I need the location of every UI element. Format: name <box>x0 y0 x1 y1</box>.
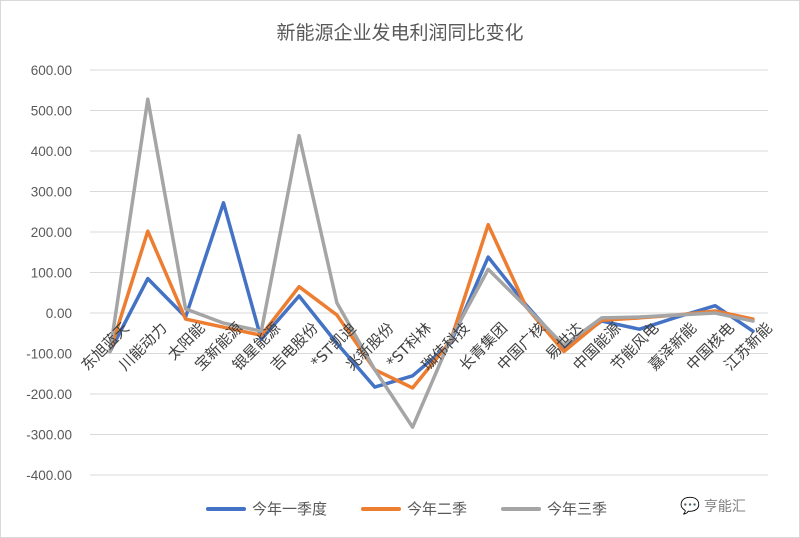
y-tick-label: 200.00 <box>31 225 72 240</box>
watermark-text: 亨能汇 <box>703 498 746 514</box>
series-lines <box>108 97 755 429</box>
y-tick-label: 0.00 <box>46 306 72 321</box>
series-line-1[interactable] <box>108 201 755 389</box>
y-tick-label: 300.00 <box>31 185 72 200</box>
series-line-3[interactable] <box>108 97 755 429</box>
y-tick-label: 600.00 <box>31 63 72 78</box>
y-tick-label: 400.00 <box>31 144 72 159</box>
y-tick-label: -100.00 <box>26 347 72 362</box>
legend-swatch-q1 <box>206 506 246 511</box>
legend-swatch-q3 <box>501 506 542 511</box>
x-axis: 东旭蓝天川能动力太阳能宝新能源银星能源吉电股份*ST凯迪兆新股份*ST科林珈伟科… <box>78 319 776 374</box>
wechat-icon: 💬 <box>680 498 700 515</box>
y-tick-label: 500.00 <box>31 104 72 119</box>
y-tick-label: -200.00 <box>26 387 72 402</box>
y-tick-label: 100.00 <box>31 266 72 281</box>
legend: 今年一季度 今年二季 今年三季 <box>206 498 607 519</box>
legend-swatch-q2 <box>361 506 402 511</box>
gridlines <box>90 69 768 476</box>
chart-title: 新能源企业发电利润同比变化 <box>276 23 524 44</box>
legend-label-q1: 今年一季度 <box>252 501 328 518</box>
y-axis: 600.00 500.00 400.00 300.00 200.00 100.00 0.00… <box>26 63 72 483</box>
y-tick-label: -300.00 <box>26 428 72 443</box>
watermark: 💬 亨能汇 <box>680 496 746 516</box>
legend-item-q1[interactable]: 今年一季度 <box>206 498 327 519</box>
legend-item-q2[interactable]: 今年二季 <box>361 498 467 519</box>
legend-item-q3[interactable]: 今年三季 <box>501 498 607 519</box>
legend-label-q3: 今年三季 <box>547 501 608 518</box>
legend-label-q2: 今年二季 <box>407 501 468 518</box>
y-tick-label: -400.00 <box>26 468 72 483</box>
